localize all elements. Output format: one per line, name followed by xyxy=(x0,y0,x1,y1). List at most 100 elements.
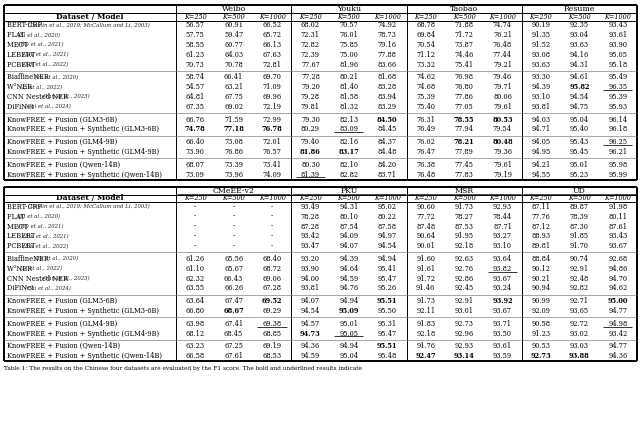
Text: 94.77: 94.77 xyxy=(608,342,627,350)
Text: 72.99: 72.99 xyxy=(262,116,282,124)
Text: BERT-CRF: BERT-CRF xyxy=(7,22,44,29)
Text: 94.07: 94.07 xyxy=(301,297,320,305)
Text: 66.80: 66.80 xyxy=(186,307,205,315)
Text: 82.16: 82.16 xyxy=(339,138,358,146)
Text: 87.61: 87.61 xyxy=(608,222,627,231)
Text: 66.52: 66.52 xyxy=(262,22,282,29)
Text: PCBERT: PCBERT xyxy=(7,242,38,250)
Text: 79.21: 79.21 xyxy=(493,60,512,69)
Text: KnowFREE + Fusion (GLM4-9B): KnowFREE + Fusion (GLM4-9B) xyxy=(7,320,117,328)
Text: 65.67: 65.67 xyxy=(224,265,243,273)
Text: 68.72: 68.72 xyxy=(262,265,282,273)
Text: 93.43: 93.43 xyxy=(608,232,627,240)
Text: 95.40: 95.40 xyxy=(570,125,589,133)
Text: 87.54: 87.54 xyxy=(339,222,358,231)
Text: 76.57: 76.57 xyxy=(262,148,282,156)
Text: 92.35: 92.35 xyxy=(570,22,589,29)
Text: 65.72: 65.72 xyxy=(262,31,282,39)
Text: 92.73: 92.73 xyxy=(531,352,551,360)
Text: 95.51: 95.51 xyxy=(377,342,397,350)
Text: -: - xyxy=(194,232,196,240)
Text: 95.45: 95.45 xyxy=(570,148,589,156)
Text: 92.93: 92.93 xyxy=(454,342,474,350)
Text: 94.97: 94.97 xyxy=(378,232,397,240)
Text: 94.21: 94.21 xyxy=(531,161,550,169)
Text: 92.96: 92.96 xyxy=(454,330,474,337)
Text: 96.21: 96.21 xyxy=(608,148,627,156)
Text: 72.01: 72.01 xyxy=(262,138,282,146)
Text: -: - xyxy=(271,222,273,231)
Text: 80.21: 80.21 xyxy=(339,73,358,81)
Text: 74.74: 74.74 xyxy=(493,22,512,29)
Text: 83.94: 83.94 xyxy=(378,93,397,101)
Text: 92.45: 92.45 xyxy=(454,284,474,292)
Text: 95.99: 95.99 xyxy=(608,171,627,178)
Text: 81.32: 81.32 xyxy=(339,103,358,111)
Text: Dataset / Model: Dataset / Model xyxy=(56,13,124,21)
Text: 66.43: 66.43 xyxy=(224,274,243,283)
Text: 89.81: 89.81 xyxy=(531,242,550,250)
Text: 83.29: 83.29 xyxy=(378,103,397,111)
Text: 72.39: 72.39 xyxy=(301,51,320,59)
Text: KnowFREE + Fusion (Qwen-14B): KnowFREE + Fusion (Qwen-14B) xyxy=(7,161,120,169)
Text: 92.73: 92.73 xyxy=(454,320,474,328)
Text: 66.58: 66.58 xyxy=(186,352,205,360)
Text: 70.78: 70.78 xyxy=(224,60,243,69)
Text: 93.90: 93.90 xyxy=(301,265,320,273)
Text: 64.03: 64.03 xyxy=(224,51,243,59)
Text: 77.89: 77.89 xyxy=(454,148,474,156)
Text: -: - xyxy=(194,222,196,231)
Text: K=500: K=500 xyxy=(452,194,476,202)
Text: K=1000: K=1000 xyxy=(374,13,401,21)
Text: K=250: K=250 xyxy=(414,194,437,202)
Text: 90.64: 90.64 xyxy=(416,232,435,240)
Text: (Yan et al., 2023): (Yan et al., 2023) xyxy=(43,95,90,99)
Text: 94.31: 94.31 xyxy=(570,60,589,69)
Text: KnowFREE + Fusion + Synthetic (GLM4-9B): KnowFREE + Fusion + Synthetic (GLM4-9B) xyxy=(7,330,159,337)
Text: 77.94: 77.94 xyxy=(454,125,474,133)
Text: 78.39: 78.39 xyxy=(570,213,589,221)
Text: 88.93: 88.93 xyxy=(531,232,550,240)
Text: (Yu et al., 2020): (Yu et al., 2020) xyxy=(35,75,79,80)
Text: 80.48: 80.48 xyxy=(492,138,513,146)
Text: 94.36: 94.36 xyxy=(608,352,627,360)
Text: 95.98: 95.98 xyxy=(608,161,627,169)
Text: (Yan et al., 2023): (Yan et al., 2023) xyxy=(43,276,90,281)
Text: 56.57: 56.57 xyxy=(186,22,205,29)
Text: 95.49: 95.49 xyxy=(608,73,627,81)
Text: 94.73: 94.73 xyxy=(300,330,321,337)
Text: 93.42: 93.42 xyxy=(608,330,627,337)
Text: -: - xyxy=(271,242,273,250)
Text: 84.37: 84.37 xyxy=(378,138,397,146)
Text: 93.63: 93.63 xyxy=(531,60,550,69)
Text: 93.42: 93.42 xyxy=(301,232,320,240)
Text: 77.67: 77.67 xyxy=(301,60,320,69)
Text: Dataset / Model: Dataset / Model xyxy=(56,194,124,202)
Text: LEBERT: LEBERT xyxy=(7,232,38,240)
Text: 69.96: 69.96 xyxy=(262,93,282,101)
Text: 79.20: 79.20 xyxy=(301,83,320,91)
Text: 71.09: 71.09 xyxy=(262,83,282,91)
Text: 79.61: 79.61 xyxy=(493,161,512,169)
Text: 94.76: 94.76 xyxy=(339,284,358,292)
Text: 91.72: 91.72 xyxy=(416,274,435,283)
Text: KnowFREE + Fusion + Synthetic (GLM3-6B): KnowFREE + Fusion + Synthetic (GLM3-6B) xyxy=(7,307,159,315)
Text: K=1000: K=1000 xyxy=(604,194,631,202)
Text: 95.05: 95.05 xyxy=(339,330,358,337)
Text: 58.74: 58.74 xyxy=(186,73,205,81)
Text: 79.28: 79.28 xyxy=(301,93,320,101)
Text: 76.38: 76.38 xyxy=(416,161,435,169)
Text: 90.60: 90.60 xyxy=(416,203,435,211)
Text: 75.39: 75.39 xyxy=(416,93,435,101)
Text: 74.62: 74.62 xyxy=(416,73,435,81)
Text: 94.54: 94.54 xyxy=(378,242,397,250)
Text: 67.61: 67.61 xyxy=(224,352,243,360)
Text: 76.80: 76.80 xyxy=(454,83,474,91)
Text: 75.40: 75.40 xyxy=(416,103,435,111)
Text: K=500: K=500 xyxy=(222,13,245,21)
Text: 72.82: 72.82 xyxy=(301,41,320,49)
Text: 92.93: 92.93 xyxy=(493,203,512,211)
Text: 68.78: 68.78 xyxy=(416,22,435,29)
Text: 72.31: 72.31 xyxy=(301,31,320,39)
Text: KnowFREE + Fusion + Synthetic (Qwen-14B): KnowFREE + Fusion + Synthetic (Qwen-14B) xyxy=(7,171,162,178)
